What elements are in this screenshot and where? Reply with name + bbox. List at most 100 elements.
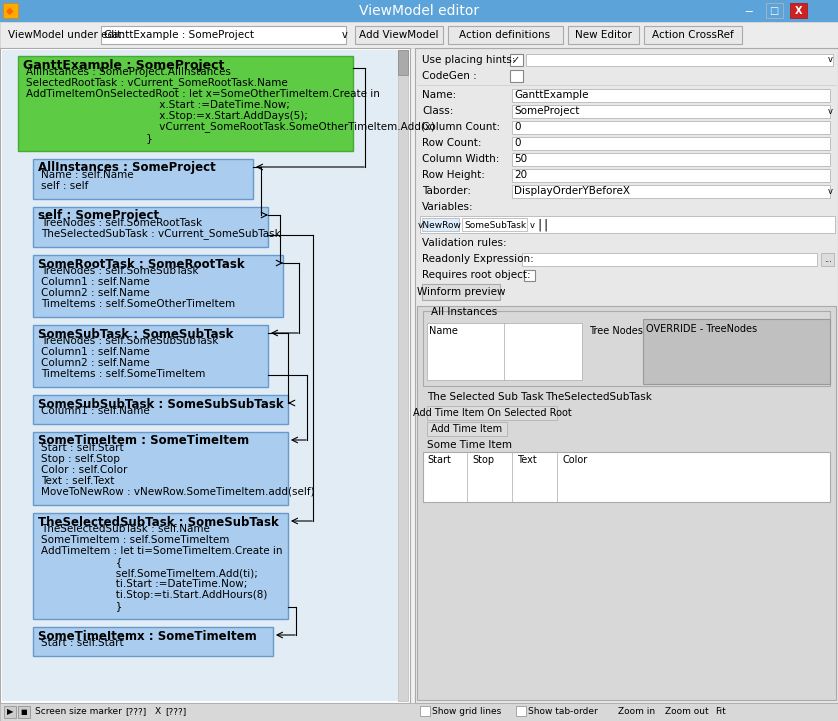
Text: self : SomeProject: self : SomeProject [38, 210, 159, 223]
FancyBboxPatch shape [512, 121, 830, 134]
Text: self.SomeTimeItem.Add(ti);: self.SomeTimeItem.Add(ti); [41, 568, 258, 578]
Text: CodeGen :: CodeGen : [422, 71, 477, 81]
Text: GanttExample : SomeProject: GanttExample : SomeProject [104, 30, 254, 40]
Text: Tree Nodes: Tree Nodes [589, 326, 643, 336]
FancyBboxPatch shape [0, 703, 838, 721]
Text: [???]: [???] [165, 707, 186, 717]
Text: Validation rules:: Validation rules: [422, 238, 507, 248]
FancyBboxPatch shape [18, 56, 353, 151]
FancyBboxPatch shape [510, 70, 523, 82]
Text: ▶: ▶ [7, 707, 13, 717]
FancyBboxPatch shape [18, 706, 30, 718]
FancyBboxPatch shape [33, 159, 253, 199]
Text: Stop: Stop [472, 455, 494, 465]
Text: 0: 0 [514, 122, 520, 132]
Text: x.Stop:=x.Start.AddDays(5);: x.Stop:=x.Start.AddDays(5); [26, 111, 308, 121]
Text: }: } [26, 133, 153, 143]
Text: Winform preview: Winform preview [416, 287, 505, 297]
FancyBboxPatch shape [643, 319, 830, 384]
Text: v: v [827, 56, 832, 64]
FancyBboxPatch shape [0, 0, 838, 22]
FancyBboxPatch shape [821, 253, 834, 266]
Text: Column1 : self.Name: Column1 : self.Name [41, 406, 150, 416]
Text: Name:: Name: [422, 90, 456, 100]
FancyBboxPatch shape [512, 153, 830, 166]
FancyBboxPatch shape [512, 185, 830, 198]
Text: Column1 : self.Name: Column1 : self.Name [41, 277, 150, 287]
Text: SomeProject: SomeProject [514, 106, 579, 116]
Text: TheSelectedSubTask : self.Name: TheSelectedSubTask : self.Name [41, 524, 210, 534]
Text: ViewModel editor: ViewModel editor [359, 4, 479, 18]
Text: New Editor: New Editor [575, 30, 632, 40]
Text: Zoom out: Zoom out [665, 707, 709, 717]
Text: TreeNodes : self.SomeRootTask: TreeNodes : self.SomeRootTask [41, 218, 202, 228]
Text: x.Start :=DateTime.Now;: x.Start :=DateTime.Now; [26, 100, 290, 110]
Text: Variables:: Variables: [422, 202, 473, 212]
FancyBboxPatch shape [512, 137, 830, 150]
Text: SomeTimeItem : SomeTimeItem: SomeTimeItem : SomeTimeItem [38, 435, 249, 448]
Text: Add Time Item On Selected Root: Add Time Item On Selected Root [412, 408, 572, 418]
Text: 20: 20 [514, 170, 527, 180]
Text: self : self: self : self [41, 181, 88, 191]
FancyBboxPatch shape [567, 26, 639, 44]
FancyBboxPatch shape [101, 26, 346, 44]
FancyBboxPatch shape [512, 169, 830, 182]
Text: Row Count:: Row Count: [422, 138, 482, 148]
Text: Text : self.Text: Text : self.Text [41, 476, 114, 486]
Text: The Selected Sub Task: The Selected Sub Task [427, 392, 544, 402]
Text: TimeItems : self.SomeTimeItem: TimeItems : self.SomeTimeItem [41, 369, 205, 379]
Text: TheSelectedSubTask : SomeSubTask: TheSelectedSubTask : SomeSubTask [38, 516, 279, 528]
Text: Start : self.Start: Start : self.Start [41, 638, 124, 648]
Text: Column1 : self.Name: Column1 : self.Name [41, 347, 150, 357]
FancyBboxPatch shape [33, 255, 283, 317]
FancyBboxPatch shape [2, 50, 398, 701]
Text: Taborder:: Taborder: [422, 186, 471, 196]
Text: TheSelectedSubTask: TheSelectedSubTask [545, 392, 652, 402]
FancyBboxPatch shape [33, 513, 288, 619]
Text: TreeNodes : self.SomeSubTask: TreeNodes : self.SomeSubTask [41, 266, 199, 276]
Text: v: v [827, 187, 832, 195]
Text: Show tab-order: Show tab-order [528, 707, 597, 717]
FancyBboxPatch shape [447, 26, 562, 44]
Text: SelectedRootTask : vCurrent_SomeRootTask.Name: SelectedRootTask : vCurrent_SomeRootTask… [26, 78, 287, 89]
Text: Fit: Fit [715, 707, 726, 717]
FancyBboxPatch shape [423, 452, 830, 502]
FancyBboxPatch shape [427, 422, 507, 436]
Text: SomeRootTask : SomeRootTask: SomeRootTask : SomeRootTask [38, 257, 245, 270]
FancyBboxPatch shape [3, 3, 18, 18]
Text: OVERRIDE - TreeNodes: OVERRIDE - TreeNodes [646, 324, 757, 334]
Text: Class:: Class: [422, 106, 453, 116]
Text: AllInstances : SomeProject.AllInstances: AllInstances : SomeProject.AllInstances [26, 67, 231, 77]
FancyBboxPatch shape [398, 50, 408, 701]
Text: All Instances: All Instances [431, 307, 497, 317]
Text: ─: ─ [745, 6, 752, 16]
Text: ti.Stop:=ti.Start.AddHours(8): ti.Stop:=ti.Start.AddHours(8) [41, 590, 267, 600]
FancyBboxPatch shape [398, 50, 408, 75]
Text: SomeSubTask: SomeSubTask [464, 221, 526, 229]
Text: v: v [530, 221, 535, 229]
FancyBboxPatch shape [644, 26, 742, 44]
FancyBboxPatch shape [417, 306, 836, 700]
FancyBboxPatch shape [420, 706, 430, 716]
Text: Start: Start [427, 455, 451, 465]
FancyBboxPatch shape [427, 323, 582, 380]
FancyBboxPatch shape [33, 627, 273, 656]
FancyBboxPatch shape [462, 218, 527, 231]
Text: }: } [41, 601, 122, 611]
Text: Action CrossRef: Action CrossRef [652, 30, 733, 40]
Text: ti.Start :=DateTime.Now;: ti.Start :=DateTime.Now; [41, 579, 247, 589]
Text: |: | [543, 218, 547, 231]
Text: SomeSubTask : SomeSubTask: SomeSubTask : SomeSubTask [38, 327, 233, 340]
Text: Use placing hints:: Use placing hints: [422, 55, 515, 65]
Text: TheSelectedSubTask : vCurrent_SomeSubTask: TheSelectedSubTask : vCurrent_SomeSubTas… [41, 229, 281, 239]
FancyBboxPatch shape [415, 48, 838, 703]
Text: Requires root object:: Requires root object: [422, 270, 530, 280]
Text: Readonly Expression:: Readonly Expression: [422, 254, 534, 264]
Text: □: □ [769, 6, 779, 16]
FancyBboxPatch shape [4, 706, 16, 718]
Text: vCurrent_SomeRootTask.SomeOtherTimeItem.Add(x): vCurrent_SomeRootTask.SomeOtherTimeItem.… [26, 122, 435, 133]
Text: AllInstances : SomeProject: AllInstances : SomeProject [38, 162, 215, 174]
Text: Start : self.Start: Start : self.Start [41, 443, 124, 453]
Text: Color: Color [562, 455, 587, 465]
FancyBboxPatch shape [33, 325, 268, 387]
